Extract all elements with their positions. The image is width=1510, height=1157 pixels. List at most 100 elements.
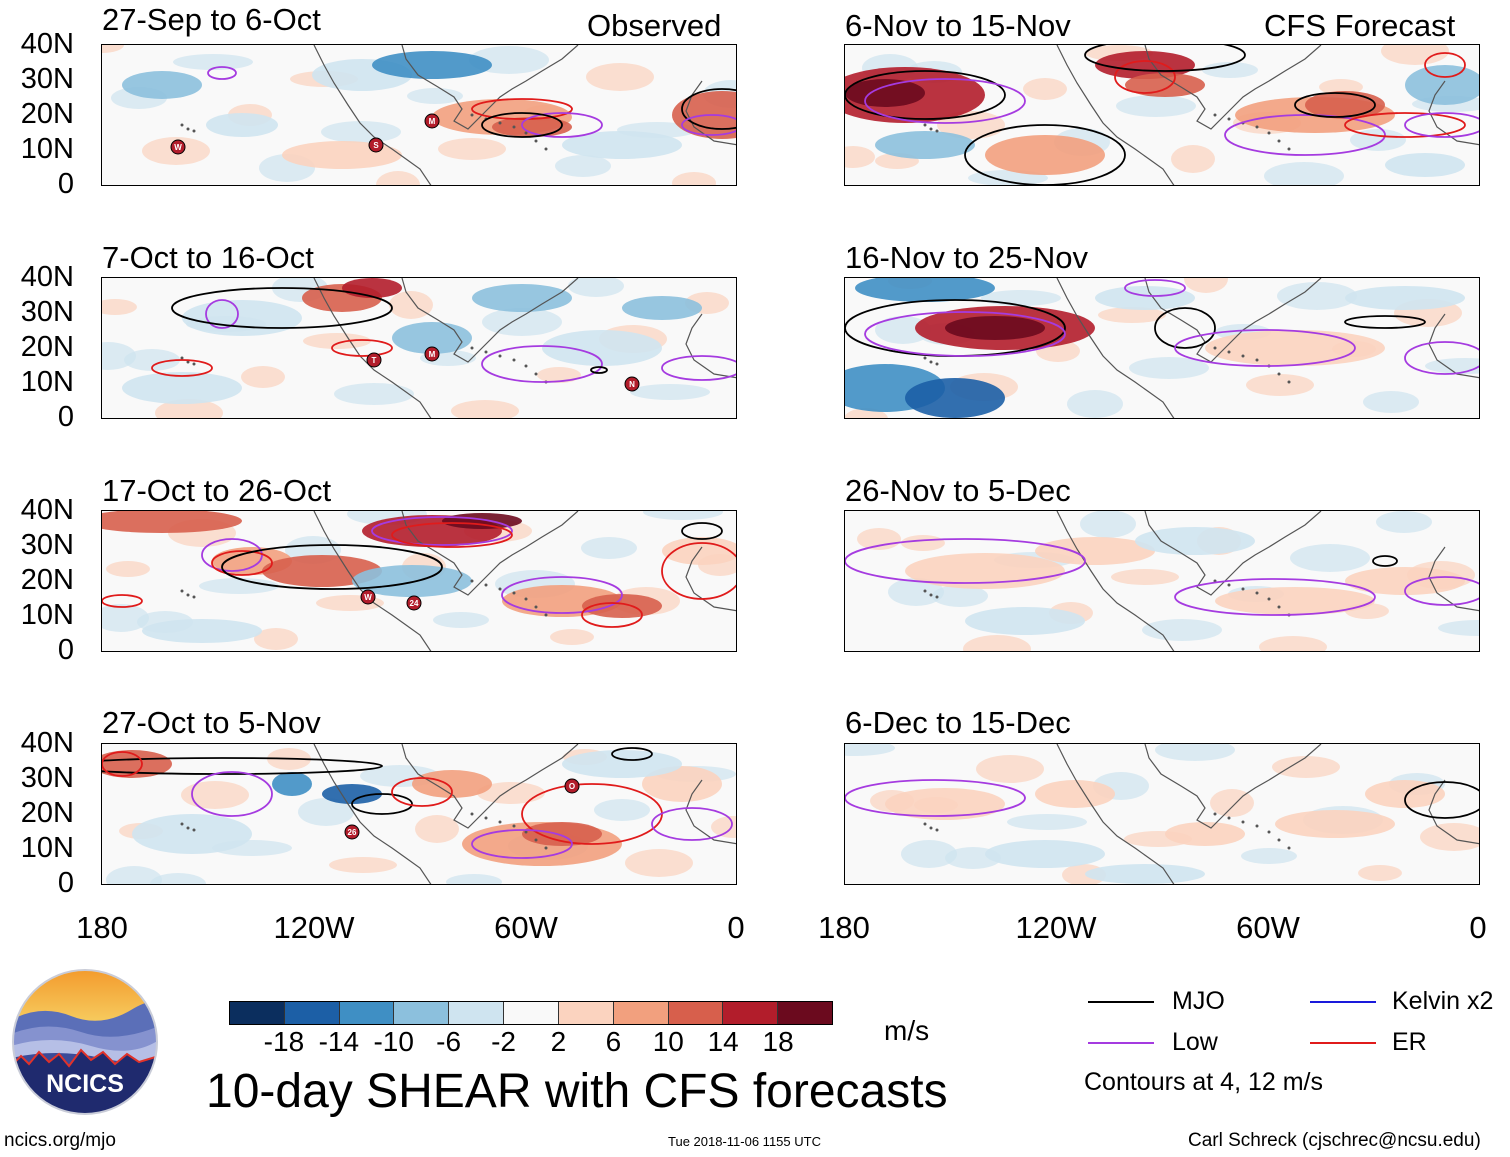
island (180, 123, 184, 127)
shear-blob (857, 528, 901, 550)
storm-marker-label: T (372, 356, 377, 365)
island (192, 828, 196, 832)
shear-blob (1319, 79, 1363, 95)
wave-contour (351, 793, 413, 815)
y-tick-label: 10N (20, 832, 74, 864)
island (1241, 587, 1245, 591)
legend-kelvin-label: Kelvin x2 (1392, 987, 1494, 1015)
island (544, 846, 548, 850)
island (192, 595, 196, 599)
wave-contour (1372, 555, 1398, 567)
storm-marker: 26 (344, 824, 360, 840)
map-panel-3: W 24 (101, 510, 737, 652)
panel-title-5: 6-Nov to 15-Nov (845, 8, 1071, 43)
coastline (313, 744, 736, 884)
colorbar-swatch (394, 1002, 450, 1024)
shear-blob (352, 565, 472, 597)
legend-mjo-line (1088, 1001, 1154, 1003)
shear-blob (1035, 780, 1115, 808)
shear-blob (472, 284, 572, 312)
colorbar-swatch (230, 1002, 285, 1024)
shear-blob (433, 612, 489, 628)
island (1267, 131, 1271, 135)
shear-blob (875, 316, 931, 344)
island (1277, 139, 1281, 143)
panel-title-8: 6-Dec to 15-Dec (845, 705, 1071, 740)
island (1277, 838, 1281, 842)
shear-blob (102, 299, 137, 315)
shear-blob (102, 604, 149, 632)
shear-blob (334, 383, 414, 405)
map-panel-7 (844, 510, 1480, 652)
map-panel-8 (844, 743, 1480, 885)
island (935, 129, 939, 133)
wave-contour (964, 124, 1126, 185)
shear-blob (542, 330, 662, 366)
map-panel-1: W S M (101, 44, 737, 186)
wave-contour (1404, 576, 1479, 606)
shear-blob (132, 814, 252, 854)
island (524, 364, 528, 368)
island (1287, 147, 1291, 151)
shear-blob (586, 63, 654, 91)
shear-blob (594, 799, 650, 821)
island (192, 129, 196, 133)
island (534, 372, 538, 376)
wave-contour (1174, 329, 1356, 367)
shear-blob (901, 840, 957, 868)
shear-blob (1272, 756, 1340, 778)
wave-contour (611, 747, 653, 761)
island (1255, 125, 1259, 129)
storm-marker: 24 (406, 595, 422, 611)
y-tick-label: 10N (20, 599, 74, 631)
island (534, 605, 538, 609)
wave-contour (391, 522, 513, 548)
island (929, 127, 933, 131)
shear-blob (173, 54, 253, 70)
wave-contour (501, 576, 623, 614)
island (512, 591, 516, 595)
wave-contour (151, 359, 213, 377)
wave-contour (371, 516, 513, 546)
map-panel-5 (844, 44, 1480, 186)
x-tick-60w-left: 60W (494, 910, 558, 945)
island (1227, 816, 1231, 820)
map-svg (845, 45, 1479, 185)
shear-blob (298, 798, 354, 826)
map-panel-6 (844, 277, 1480, 419)
colorbar-swatch (778, 1002, 832, 1024)
shear-blob (1290, 544, 1370, 572)
shear-blob (562, 131, 682, 159)
timestamp: Tue 2018-11-06 1155 UTC (668, 1134, 821, 1149)
shear-blob (392, 322, 472, 354)
island (1287, 846, 1291, 850)
storm-marker: S (368, 137, 384, 153)
x-tick-0-right: 0 (1469, 910, 1487, 945)
shear-blob (901, 535, 945, 551)
shear-blob (1035, 537, 1155, 565)
shear-blob (376, 171, 420, 185)
shear-blob (1095, 286, 1195, 310)
shear-blob (1215, 587, 1375, 615)
y-tick-label: 10N (20, 133, 74, 165)
storm-marker: O (564, 778, 580, 794)
island (1241, 354, 1245, 358)
colorbar-tick: -18 (263, 1026, 305, 1057)
storm-marker-label: 24 (410, 599, 419, 608)
shear-blob (372, 51, 492, 79)
island (484, 350, 488, 354)
map-panel-2: T M N (101, 277, 737, 419)
wave-contour (845, 538, 1086, 584)
coastline (1056, 278, 1479, 418)
shear-blob (1095, 51, 1195, 79)
island (1287, 380, 1291, 384)
shear-blob (1363, 391, 1419, 413)
island (470, 113, 474, 117)
y-tick-label: 30N (20, 529, 74, 561)
shear-blob (643, 511, 723, 520)
shear-blob (438, 138, 506, 160)
storm-marker-label: O (569, 782, 575, 791)
shear-blob (199, 578, 279, 594)
panel-title-4: 27-Oct to 5-Nov (102, 705, 321, 740)
wave-contour (471, 98, 573, 120)
